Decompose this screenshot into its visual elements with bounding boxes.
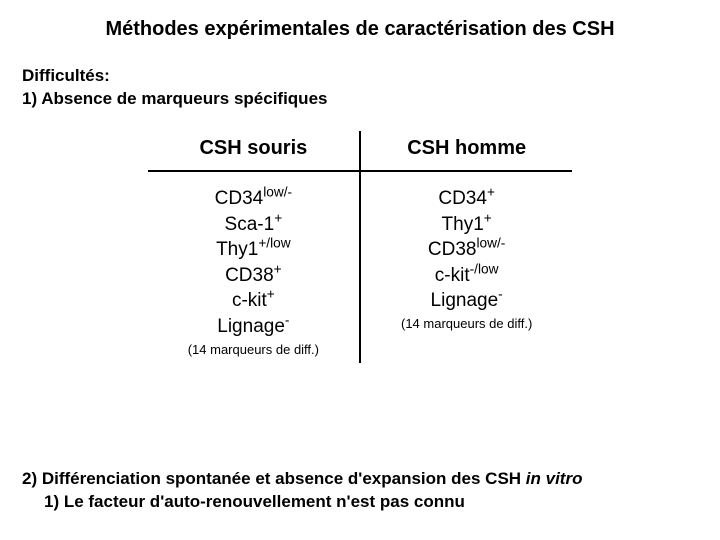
cell-homme: CD34+ Thy1+ CD38low/- c-kit-/low Lignage… (360, 171, 572, 363)
table-body-row: CD34low/- Sca-1+ Thy1+/low CD38+ c-kit+ … (148, 171, 573, 363)
footer-block: 2) Différenciation spontanée et absence … (22, 468, 698, 514)
comparison-table-wrap: CSH souris CSH homme CD34low/- Sca-1+ Th… (22, 131, 698, 363)
col-header-souris: CSH souris (148, 131, 360, 171)
difficulty-1: 1) Absence de marqueurs spécifiques (22, 88, 698, 111)
difficulty-3: 1) Le facteur d'auto-renouvellement n'es… (22, 491, 698, 514)
marker-homme-5: Lignage- (401, 288, 532, 314)
marker-souris-3: Thy1+/low (188, 237, 319, 263)
marker-souris-1: CD34low/- (188, 186, 319, 212)
cell-souris: CD34low/- Sca-1+ Thy1+/low CD38+ c-kit+ … (148, 171, 360, 363)
marker-homme-1: CD34+ (401, 186, 532, 212)
comparison-table: CSH souris CSH homme CD34low/- Sca-1+ Th… (148, 131, 573, 363)
difficulty-2: 2) Différenciation spontanée et absence … (22, 468, 698, 491)
difficulties-block: Difficultés: 1) Absence de marqueurs spé… (22, 65, 698, 111)
marker-souris-6: Lignage- (188, 314, 319, 340)
note-souris: (14 marqueurs de diff.) (188, 342, 319, 357)
marker-souris-5: c-kit+ (188, 288, 319, 314)
marker-homme-4: c-kit-/low (401, 263, 532, 289)
table-header-row: CSH souris CSH homme (148, 131, 573, 171)
marker-homme-3: CD38low/- (401, 237, 532, 263)
note-homme: (14 marqueurs de diff.) (401, 316, 532, 331)
col-header-homme: CSH homme (360, 131, 572, 171)
marker-homme-2: Thy1+ (401, 212, 532, 238)
marker-souris-2: Sca-1+ (188, 212, 319, 238)
difficulties-heading: Difficultés: (22, 65, 698, 88)
marker-souris-4: CD38+ (188, 263, 319, 289)
page-title: Méthodes expérimentales de caractérisati… (42, 18, 678, 41)
